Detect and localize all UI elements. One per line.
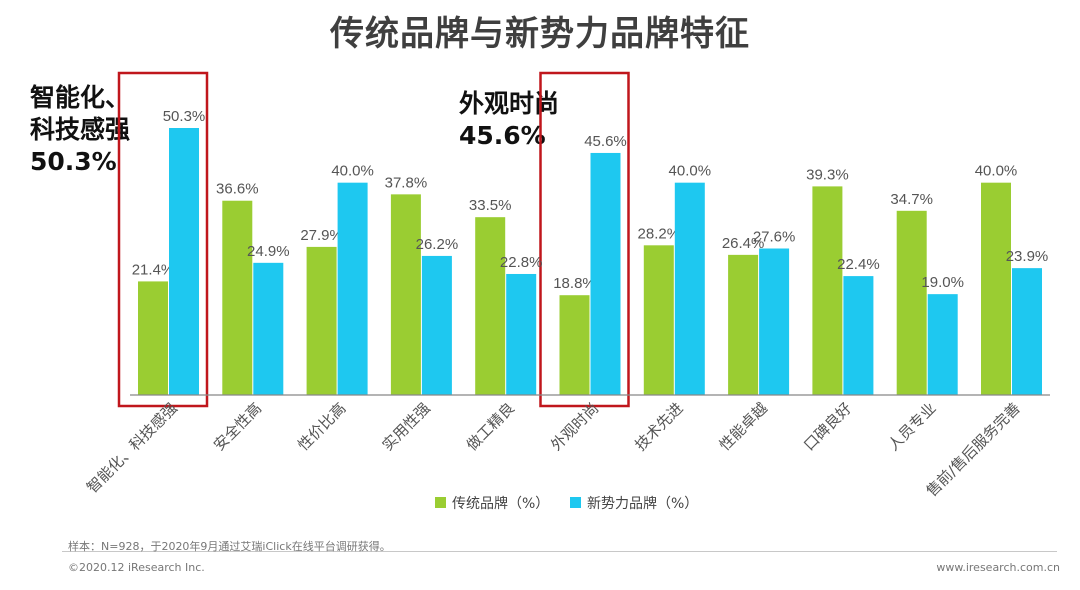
data-label: 40.0%: [975, 163, 1018, 180]
website-text: www.iresearch.com.cn: [936, 561, 1060, 574]
bar-new-force: [674, 182, 705, 395]
callout-line: 科技感强: [30, 115, 131, 144]
bar-new-force: [421, 255, 452, 395]
data-label: 21.4%: [132, 261, 175, 278]
bar-traditional: [643, 245, 674, 395]
data-label: 40.0%: [331, 163, 374, 180]
callout-smart-tech: 智能化、 科技感强 50.3%: [30, 82, 130, 178]
callout-value: 45.6%: [459, 121, 546, 150]
data-label: 26.2%: [416, 236, 459, 253]
data-label: 28.2%: [638, 225, 681, 242]
category-label: 性价比高: [294, 399, 349, 454]
bar-traditional: [981, 182, 1011, 395]
callout-line: 外观时尚: [459, 89, 560, 118]
bar-traditional: [559, 295, 590, 395]
bar-new-force: [169, 128, 199, 395]
data-label: 34.7%: [890, 191, 933, 208]
data-label: 24.9%: [247, 243, 290, 260]
data-label: 18.8%: [553, 275, 596, 292]
bar-traditional: [390, 194, 421, 395]
legend-label-new-force: 新势力品牌（%）: [587, 495, 698, 512]
footer-divider: [62, 551, 1057, 552]
bar-traditional: [812, 186, 843, 395]
data-label: 45.6%: [584, 133, 627, 150]
bar-traditional: [475, 217, 506, 395]
bar-new-force: [337, 182, 368, 395]
callout-appearance: 外观时尚 45.6%: [459, 88, 559, 152]
category-label: 性能卓越: [716, 399, 771, 454]
data-label: 27.9%: [300, 227, 343, 244]
highlight-box: [117, 71, 209, 408]
category-label: 售前/售后服务完善: [923, 399, 1024, 500]
callout-value: 50.3%: [30, 147, 117, 176]
category-label: 做工精良: [463, 399, 518, 454]
callout-line: 智能化、: [30, 83, 131, 112]
data-label: 22.4%: [837, 256, 880, 273]
sample-note: 样本：N=928，于2020年9月通过艾瑞iClick在线平台调研获得。: [68, 540, 391, 553]
bar-traditional: [306, 246, 337, 395]
data-label: 39.3%: [806, 166, 849, 183]
legend-swatch-new-force: [570, 497, 581, 508]
bar-new-force: [927, 294, 958, 395]
data-label: 37.8%: [385, 174, 428, 191]
category-label: 外观时尚: [547, 399, 602, 454]
legend-label-traditional: 传统品牌（%）: [452, 495, 549, 512]
category-label: 技术先进: [631, 399, 686, 454]
data-label: 23.9%: [1006, 248, 1049, 265]
category-label: 实用性强: [379, 399, 434, 454]
bar-new-force: [843, 276, 874, 395]
bar-traditional: [728, 254, 759, 395]
bar-new-force: [506, 273, 537, 395]
data-label: 27.6%: [753, 228, 796, 245]
category-label: 口碑良好: [800, 399, 855, 454]
bar-new-force: [253, 262, 284, 395]
data-label: 22.8%: [500, 254, 543, 271]
bar-traditional: [896, 210, 927, 395]
data-label: 50.3%: [163, 108, 206, 125]
bar-new-force: [759, 248, 790, 395]
bar-traditional: [222, 200, 253, 395]
chart-title: 传统品牌与新势力品牌特征: [330, 14, 750, 54]
copyright-text: ©2020.12 iResearch Inc.: [68, 561, 205, 574]
data-label: 33.5%: [469, 197, 512, 214]
data-label: 36.6%: [216, 181, 259, 198]
highlight-box: [539, 71, 630, 408]
category-label: 智能化、科技感强: [83, 399, 181, 497]
category-label: 安全性高: [210, 399, 265, 454]
data-label: 26.4%: [722, 235, 765, 252]
category-label: 人员专业: [884, 399, 939, 454]
bar-new-force: [590, 152, 621, 395]
bar-new-force: [1012, 268, 1042, 395]
bar-traditional: [138, 281, 168, 395]
legend-swatch-traditional: [435, 497, 446, 508]
data-label: 19.0%: [921, 274, 964, 291]
data-label: 40.0%: [669, 163, 712, 180]
